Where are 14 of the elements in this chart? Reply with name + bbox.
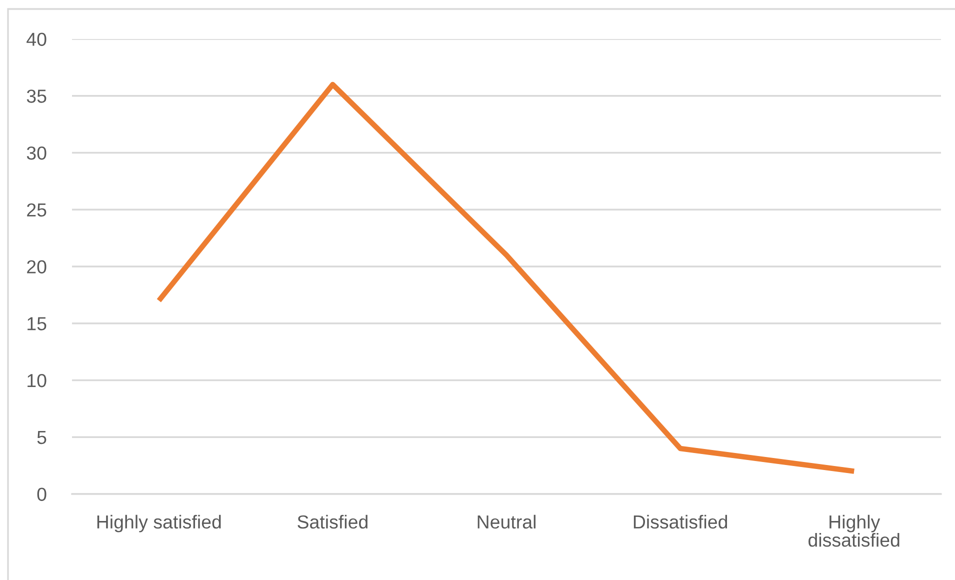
y-tick-label: 10: [28, 374, 46, 388]
y-tick-label: 30: [26, 146, 46, 160]
y-tick-label: 25: [27, 203, 46, 217]
x-tick-label: Neutral: [478, 514, 536, 529]
y-tick-label: 40: [26, 32, 46, 46]
x-tick-label: Highly satisfied: [97, 514, 221, 532]
x-tick-label: Satisfied: [298, 514, 368, 529]
y-tick-label: 5: [37, 431, 46, 444]
y-tick-label: 35: [26, 90, 46, 103]
y-tick-label: 15: [28, 317, 46, 330]
y-tick-label: 20: [27, 260, 46, 274]
x-tick-label: Dissatisfied: [634, 514, 728, 529]
x-tick-label: Highly dissatisfied: [808, 514, 900, 547]
y-tick-label: 0: [37, 488, 46, 501]
